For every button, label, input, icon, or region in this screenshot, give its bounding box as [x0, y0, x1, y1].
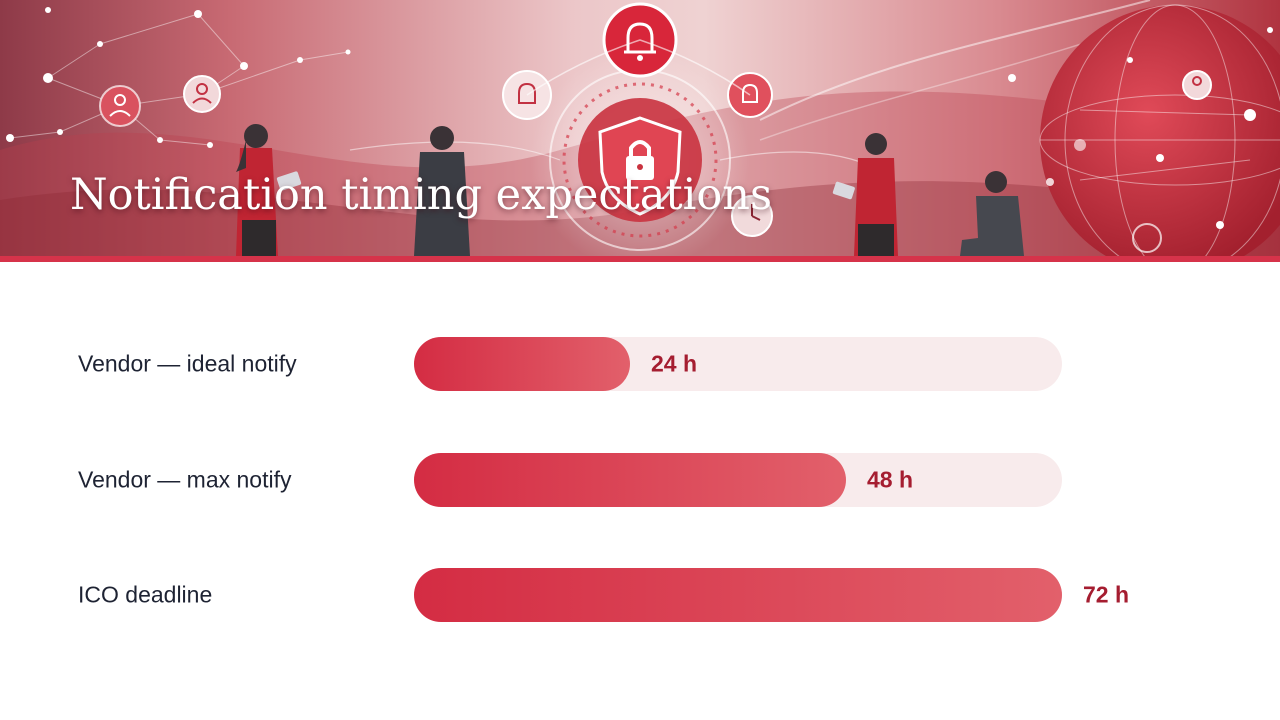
bar-track — [414, 568, 1062, 622]
header-banner: Notification timing expectations — [0, 0, 1280, 256]
bar-value-label: 24 h — [651, 350, 698, 377]
bar-value-label: 48 h — [867, 466, 914, 493]
bar-label: Vendor — ideal notify — [78, 350, 297, 377]
page-title: Notification timing expectations — [70, 170, 773, 220]
bar-track — [414, 337, 1062, 391]
banner-illustration — [0, 0, 1280, 256]
bar-label: Vendor — max notify — [78, 466, 292, 493]
bar-label: ICO deadline — [78, 581, 213, 608]
header-divider — [0, 256, 1280, 262]
bar-value-label: 72 h — [1083, 581, 1130, 608]
bar — [414, 453, 846, 507]
bar-chart: Vendor — ideal notify 24 h Vendor — max no… — [0, 262, 1280, 720]
bar — [414, 337, 630, 391]
bar-track — [414, 453, 1062, 507]
bar — [414, 568, 1062, 622]
